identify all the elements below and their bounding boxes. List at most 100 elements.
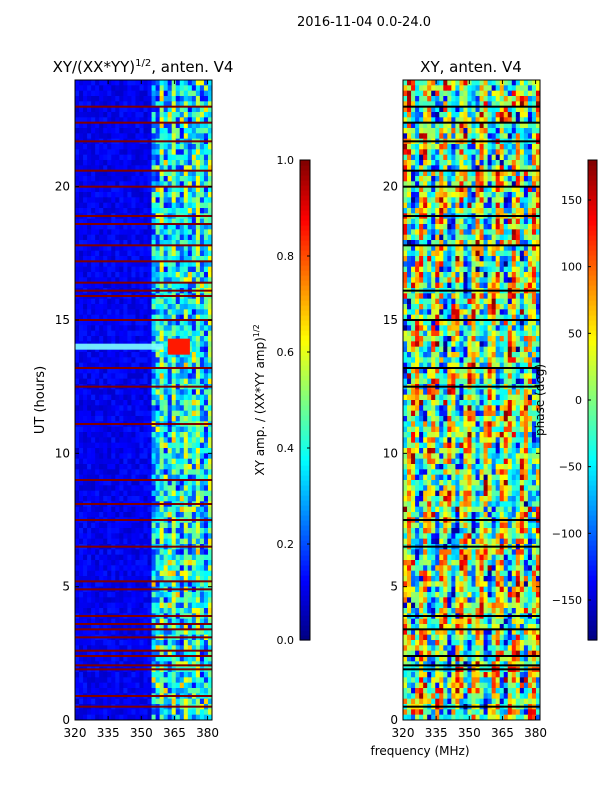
amplitude-cell [147,133,153,140]
amplitude-cell [139,464,145,470]
amplitude-cell [199,629,205,636]
phase-cell [459,106,465,113]
phase-cell [483,85,489,92]
amplitude-cell [203,261,209,268]
amplitude-cell [207,672,212,678]
amplitude-cell [111,304,116,310]
amplitude-cell [103,277,108,284]
amplitude-cell [99,298,104,305]
amplitude-cell [135,298,141,305]
amplitude-cell [163,549,169,556]
amplitude-cell [171,682,177,689]
amplitude-cell [111,469,116,476]
amplitude-cell [207,277,212,284]
amplitude-cell [163,192,169,198]
amplitude-cell [195,208,201,214]
amplitude-colorbar-swatch [300,305,310,311]
amplitude-cell [139,688,145,694]
phase-cell [463,90,469,97]
phase-cell [443,133,448,140]
amplitude-cell [123,208,128,214]
phase-cell [439,80,444,86]
amplitude-cell [195,650,201,657]
amplitude-cell [79,437,84,444]
amplitude-cell [147,181,153,188]
amplitude-cell [179,357,185,364]
phase-cell [435,144,440,150]
phase-cell [495,165,501,172]
amplitude-cell [199,533,205,540]
amplitude-cell [79,661,84,668]
amplitude-cell [75,576,80,582]
amplitude-cell [95,112,100,118]
amplitude-colorbar-swatch [300,245,310,251]
amplitude-cell [155,608,161,614]
phase-cell [411,96,416,102]
amplitude-cell [143,117,149,124]
amplitude-cell [127,106,133,113]
amplitude-cell [171,677,177,684]
amplitude-cell [135,442,141,449]
amplitude-cell [139,218,145,225]
amplitude-cell [203,426,209,433]
amplitude-cell [163,597,169,604]
amplitude-cell [159,714,165,720]
amplitude-cell [159,229,165,236]
phase-cell [459,181,465,188]
phase-cell [435,80,440,86]
amplitude-cell [127,698,133,705]
amplitude-cell [83,154,88,161]
amplitude-cell [139,597,145,604]
amplitude-cell [187,389,193,396]
phase-cell [435,106,440,113]
amplitude-cell [123,522,128,529]
amplitude-cell [91,533,96,540]
amplitude-cell [179,277,185,284]
amplitude-cell [127,432,133,438]
amplitude-cell [191,320,197,326]
amplitude-cell [79,112,84,118]
amplitude-cell [187,437,193,444]
amplitude-cell [123,656,128,662]
amplitude-cell [107,496,112,502]
amplitude-cell [75,597,80,604]
amplitude-cell [79,640,84,646]
amplitude-cell [131,298,137,305]
amplitude-cell [135,282,141,289]
amplitude-cell [107,170,112,177]
amplitude-cell [167,714,173,720]
amplitude-cell [195,405,201,412]
amplitude-cell [199,202,205,209]
amplitude-cell [171,410,177,417]
amplitude-cell [95,581,100,588]
amplitude-cell [163,234,169,241]
amplitude-cell [171,400,177,406]
amplitude-cell [183,112,189,118]
amplitude-cell [199,160,205,166]
amplitude-cell [107,400,112,406]
amplitude-cell [131,181,137,188]
amplitude-cell [75,272,80,278]
phase-cell [419,181,424,188]
amplitude-cell [83,160,88,166]
amplitude-cell [99,256,104,262]
amplitude-cell [159,437,165,444]
amplitude-cell [95,602,100,609]
amplitude-cell [135,170,141,177]
phase-cell [475,181,481,188]
amplitude-cell [143,432,149,438]
amplitude-cell [167,186,173,193]
amplitude-cell [175,426,181,433]
amplitude-cell [155,85,161,92]
amplitude-cell [83,394,88,401]
amplitude-cell [95,405,100,412]
amplitude-cell [83,80,88,86]
amplitude-cell [83,490,88,497]
amplitude-cell [183,261,189,268]
amplitude-colorbar-swatch [300,380,310,386]
amplitude-cell [127,597,133,604]
amplitude-cell [79,314,84,321]
amplitude-cell [95,570,100,577]
amplitude-cell [95,336,100,342]
phase-cell [511,133,517,140]
